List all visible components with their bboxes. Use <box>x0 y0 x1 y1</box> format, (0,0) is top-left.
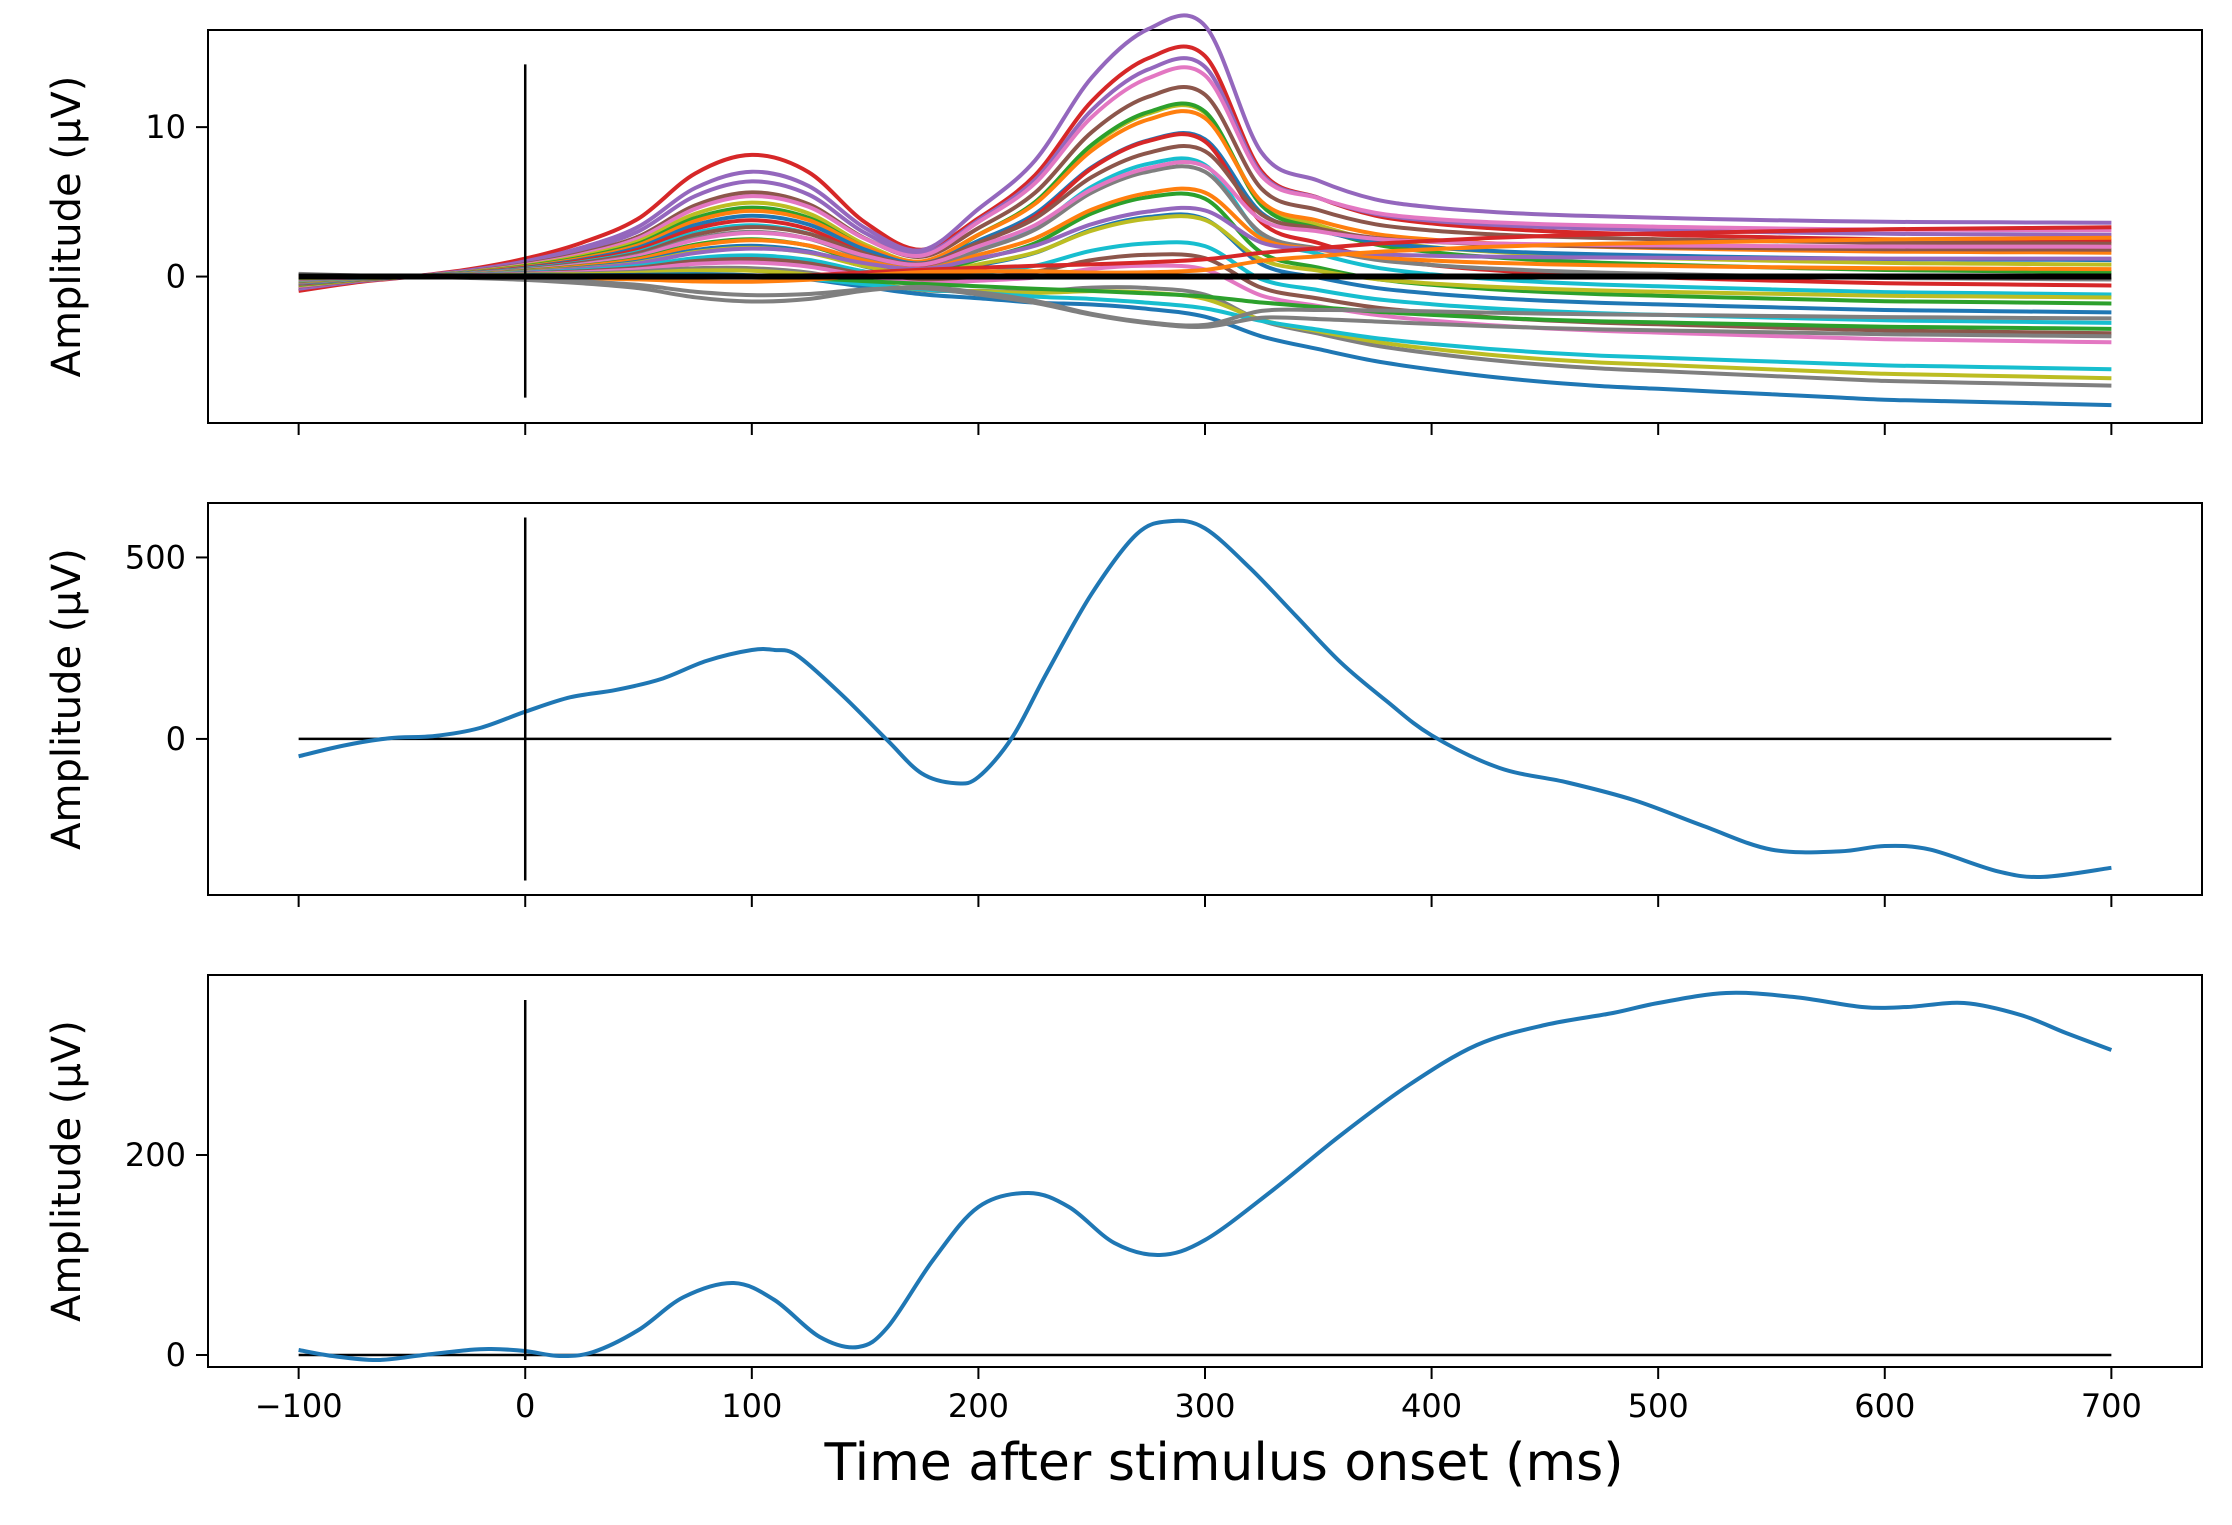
y-tick-label-bottom-1: 200 <box>125 1136 186 1174</box>
y-tick-label-top-0: 0 <box>166 258 186 296</box>
y-tick-label-middle-0: 0 <box>166 720 186 758</box>
series-line-top-4 <box>298 65 2112 288</box>
series-line-top-1 <box>298 13 2112 291</box>
x-tick-label-bottom-2: 100 <box>721 1387 782 1425</box>
x-tick-label-bottom-6: 500 <box>1628 1387 1689 1425</box>
x-tick-label-bottom-8: 700 <box>2081 1387 2142 1425</box>
data-layer-bottom <box>298 990 2113 1363</box>
tick-layer-bottom: −100 0 100 200 300 400 500 600 700 0 200 <box>125 1136 2142 1425</box>
y-tick-label-top-1: 10 <box>145 108 186 146</box>
y-tick-label-middle-1: 500 <box>125 538 186 576</box>
series-line-top-0 <box>298 44 2112 293</box>
x-tick-label-bottom-4: 300 <box>1174 1387 1235 1425</box>
tick-layer-top: 0 10 <box>145 108 2113 435</box>
y-axis-label-top: Amplitude (μV) <box>44 76 90 378</box>
x-tick-label-bottom-0: −100 <box>255 1387 343 1425</box>
panel-top: 0 10 Amplitude (μV) <box>44 13 2203 435</box>
x-tick-label-bottom-3: 200 <box>948 1387 1009 1425</box>
x-tick-label-bottom-5: 400 <box>1401 1387 1462 1425</box>
y-axis-label-bottom: Amplitude (μV) <box>44 1020 90 1322</box>
series-line-middle-0 <box>298 518 2112 880</box>
series-line-bottom-0 <box>298 990 2113 1363</box>
y-tick-label-bottom-0: 0 <box>166 1336 186 1374</box>
panel-middle: 0 500 Amplitude (μV) <box>44 502 2203 907</box>
x-axis-label: Time after stimulus onset (ms) <box>824 1433 1624 1493</box>
data-layer-middle <box>298 517 2112 881</box>
tick-layer-middle: 0 500 <box>125 538 2113 907</box>
series-line-top-30 <box>298 271 2112 328</box>
data-layer-top <box>298 13 2112 408</box>
y-axis-label-middle: Amplitude (μV) <box>44 548 90 850</box>
panel-bottom: −100 0 100 200 300 400 500 600 700 0 200 Amplitude… <box>44 974 2203 1425</box>
x-tick-label-bottom-1: 0 <box>515 1387 535 1425</box>
x-tick-label-bottom-7: 600 <box>1854 1387 1915 1425</box>
